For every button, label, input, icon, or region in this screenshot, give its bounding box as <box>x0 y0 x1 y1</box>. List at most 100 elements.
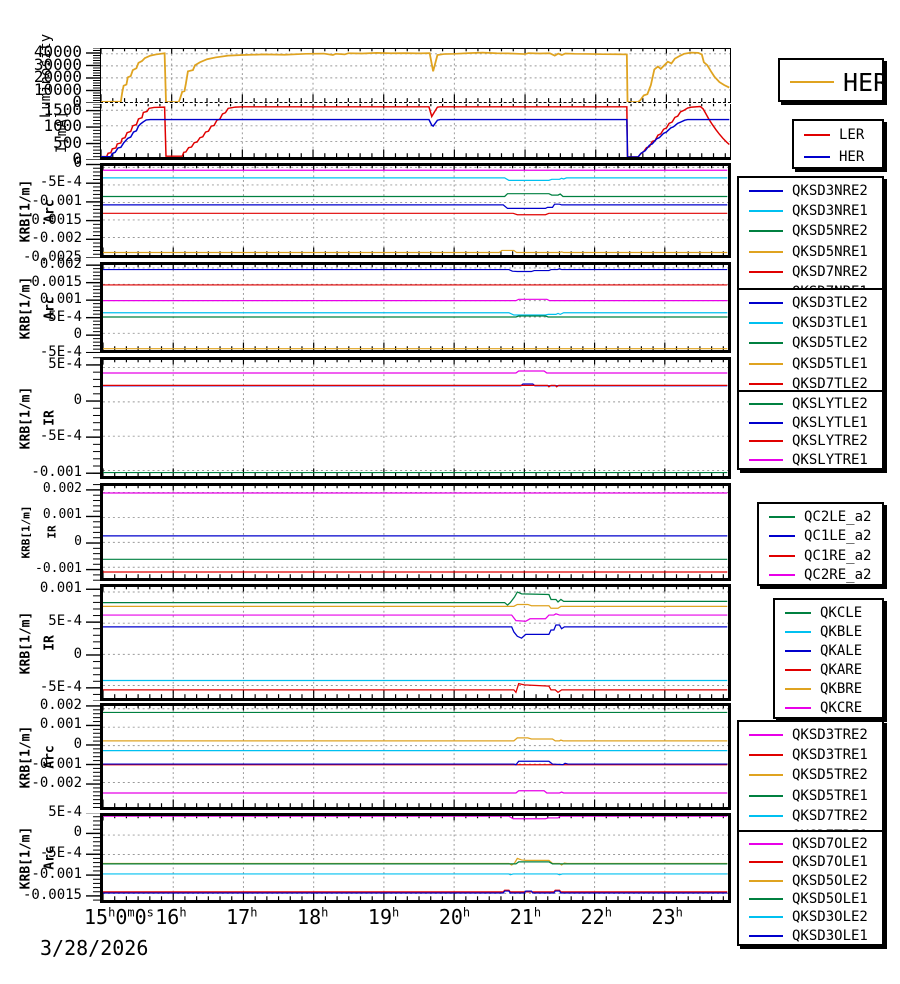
legend-line-sample <box>785 630 811 633</box>
panel-plot-krb-ir-qk <box>103 587 728 698</box>
panel-krb-arc-nre <box>100 163 731 258</box>
series-HER <box>101 118 730 157</box>
y-tick-label: -0.001 <box>31 866 82 882</box>
legend-entry: QKSLYTRE2 <box>739 432 882 451</box>
legend-entry: QKSLYTLE1 <box>739 414 882 433</box>
x-axis-start-label: 15h0m0s <box>84 905 154 929</box>
legend-entry: QKCRE <box>775 699 882 718</box>
series-QKSD5NRE2 <box>103 193 728 198</box>
legend-label: QKSD3TRE2 <box>792 727 868 744</box>
y-axis-title: KRB[1/m] <box>18 276 34 339</box>
date-label: 3/28/2026 <box>40 936 149 960</box>
legend-line-sample <box>749 190 783 193</box>
y-axis-subtitle: IR <box>45 525 59 539</box>
legend-label: QKSD7TLE2 <box>792 375 868 392</box>
y-tick-ladder <box>86 705 100 808</box>
y-tick-label: 0.001 <box>39 716 82 732</box>
legend-label: QC2LE_a2 <box>804 508 872 525</box>
y-tick-label: -5E-4 <box>39 845 82 861</box>
legend-label: QKSD3TLE1 <box>792 315 868 332</box>
y-axis-title: KRB[1/m] <box>18 611 34 674</box>
legend-label: LER <box>839 127 865 143</box>
series-QKALE <box>103 624 728 639</box>
legend-entry: QKSD5NRE2 <box>739 221 882 241</box>
legend-tre: QKSD3TRE2 QKSD3TRE1 QKSD5TRE2 QKSD5TRE1 QKSD… <box>737 720 884 847</box>
legend-label: QKSLYTLE1 <box>792 414 868 431</box>
legend-entry: HER <box>794 146 882 168</box>
legend-label: QKSD7NRE2 <box>792 263 868 280</box>
legend-label: QC1RE_a2 <box>804 547 872 564</box>
legend-entry: QKSD5NRE1 <box>739 241 882 261</box>
y-tick-label: -5E-4 <box>39 428 82 444</box>
x-tick-label: 21h <box>509 905 542 929</box>
series-QKSLYTRE1 <box>103 370 728 374</box>
panel-plot-krb-ir-sly <box>103 360 728 476</box>
legend-entry: QKSD7NRE2 <box>739 262 882 282</box>
legend-entry: QKSD3TRE1 <box>739 745 882 765</box>
legend-entry: QKSD5TLE1 <box>739 353 882 373</box>
legend-line-sample <box>749 210 783 213</box>
legend-entry: QKSD3TLE2 <box>739 293 882 313</box>
panel-krb-ir-sly <box>100 357 731 479</box>
y-tick-label: 0.002 <box>42 481 82 496</box>
y-tick-label: -0.0025 <box>22 249 82 265</box>
legend-label: QKSD3NRE1 <box>792 203 868 220</box>
legend-line-sample <box>785 669 811 672</box>
y-tick-label: 0.001 <box>42 507 82 522</box>
legend-label: QKSLYTRE2 <box>792 433 868 450</box>
legend-entry: QKSLYTLE2 <box>739 395 882 414</box>
panel-plot-krb-arc-tre <box>103 706 728 807</box>
legend-entry: QC2LE_a2 <box>759 507 882 527</box>
y-tick-label: 0.002 <box>39 256 82 272</box>
y-tick-label: 0 <box>73 736 82 752</box>
y-tick-label: 0.002 <box>39 697 82 713</box>
legend-label: QKSLYTLE2 <box>792 396 868 413</box>
legend-label: QKSD5TRE2 <box>792 767 868 784</box>
legend-line-sample <box>749 754 783 757</box>
y-tick-label: 1000 <box>43 116 82 135</box>
legend-label: QKCRE <box>820 700 863 717</box>
x-tick-label: 19h <box>367 905 400 929</box>
legend-line-sample <box>804 134 830 136</box>
y-tick-label: 0 <box>73 392 82 408</box>
x-tick-label: 16h <box>155 905 187 929</box>
legend-line-sample <box>749 302 783 305</box>
legend-label: QKSLYTRE1 <box>792 451 868 468</box>
legend-line-sample <box>749 342 783 345</box>
legend-line-sample <box>749 362 783 365</box>
legend-label: QKSD3OLE2 <box>792 909 868 926</box>
y-tick-label: -0.002 <box>31 230 82 246</box>
y-tick-label: -0.0015 <box>22 887 82 903</box>
series-QKSLYTRE2 <box>103 384 728 388</box>
legend-entry: QC1RE_a2 <box>759 546 882 566</box>
y-axis-title: I[mA] <box>54 110 70 154</box>
legend-entry: QKSD3TLE1 <box>739 313 882 333</box>
legend-entry: HER <box>780 60 882 104</box>
legend-line-sample <box>749 861 783 864</box>
legend-line-sample <box>749 814 783 817</box>
y-tick-ladder <box>86 484 100 581</box>
legend-entry: QKBLE <box>775 622 882 641</box>
panel-plot-beam-current <box>101 104 730 157</box>
legend-line-sample <box>749 794 783 797</box>
legend-line-sample <box>749 421 783 424</box>
panel-plot-krb-ir-qc <box>103 486 728 578</box>
legend-label: QKSD5TLE1 <box>792 355 868 372</box>
y-tick-label: 500 <box>53 133 82 152</box>
legend-line-sample <box>785 649 811 652</box>
legend-entry: QKSD3OLE1 <box>739 927 882 945</box>
legend-line-sample <box>769 554 795 557</box>
legend-line-sample <box>749 322 783 325</box>
panel-beam-current <box>100 104 731 160</box>
y-tick-label: 0.001 <box>39 580 82 596</box>
y-tick-label: 40000 <box>33 42 82 61</box>
legend-line-sample <box>804 156 830 158</box>
panel-plot-krb-arc-nre <box>103 166 728 255</box>
x-tick-label: 17h <box>226 905 258 929</box>
legend-label: HER <box>843 67 882 97</box>
y-axis-title: KRB[1/m] <box>18 725 34 788</box>
x-tick-label: 18h <box>297 905 329 929</box>
legend-entry: QKBRE <box>775 680 882 699</box>
y-tick-label: 0 <box>73 824 82 840</box>
legend-entry: QKSD7TRE2 <box>739 806 882 826</box>
